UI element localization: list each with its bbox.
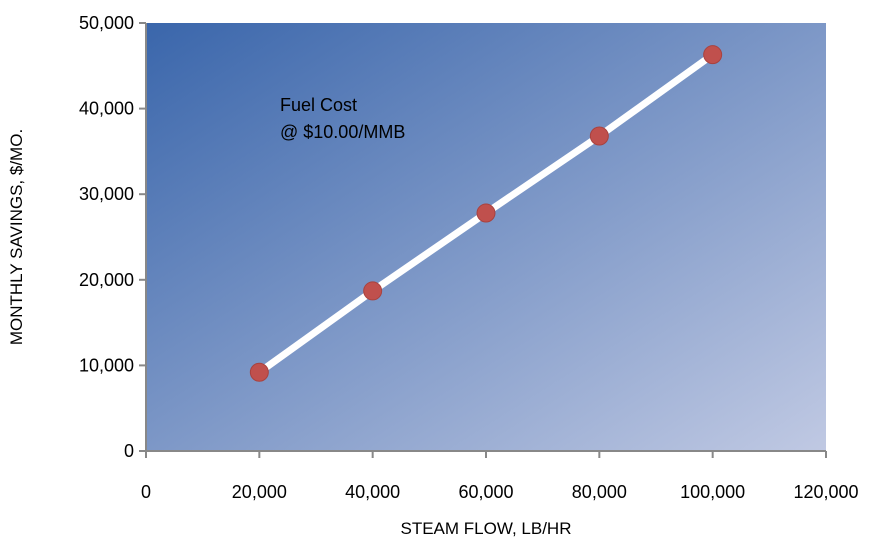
data-point <box>363 281 383 301</box>
annotation-line-1: Fuel Cost <box>280 95 357 115</box>
x-tick-label: 20,000 <box>232 482 287 502</box>
data-point <box>249 362 269 382</box>
axes <box>139 22 827 458</box>
y-tick-label: 30,000 <box>79 184 134 204</box>
data-point <box>703 45 723 65</box>
x-axis-title: STEAM FLOW, LB/HR <box>401 519 572 538</box>
y-tick-label: 20,000 <box>79 270 134 290</box>
x-tick-label: 60,000 <box>458 482 513 502</box>
x-tick-label: 80,000 <box>572 482 627 502</box>
y-tick-label: 10,000 <box>79 355 134 375</box>
series <box>249 45 723 382</box>
x-tick-label: 40,000 <box>345 482 400 502</box>
x-tick-label: 120,000 <box>793 482 858 502</box>
annotation-line-2: @ $10.00/MMB <box>280 122 405 142</box>
y-tick-label: 40,000 <box>79 99 134 119</box>
tick-labels: 0 20,000 40,000 60,000 80,000 100,000 120,000 0… <box>79 13 859 502</box>
y-tick-label: 0 <box>124 441 134 461</box>
y-tick-label: 50,000 <box>79 13 134 33</box>
data-point <box>589 126 609 146</box>
plot-area <box>146 23 826 451</box>
data-point <box>476 203 496 223</box>
x-tick-label: 100,000 <box>680 482 745 502</box>
x-tick-label: 0 <box>141 482 151 502</box>
y-axis-title: MONTHLY SAVINGS, $/MO. <box>7 129 26 345</box>
annotation: Fuel Cost @ $10.00/MMB <box>280 95 405 142</box>
